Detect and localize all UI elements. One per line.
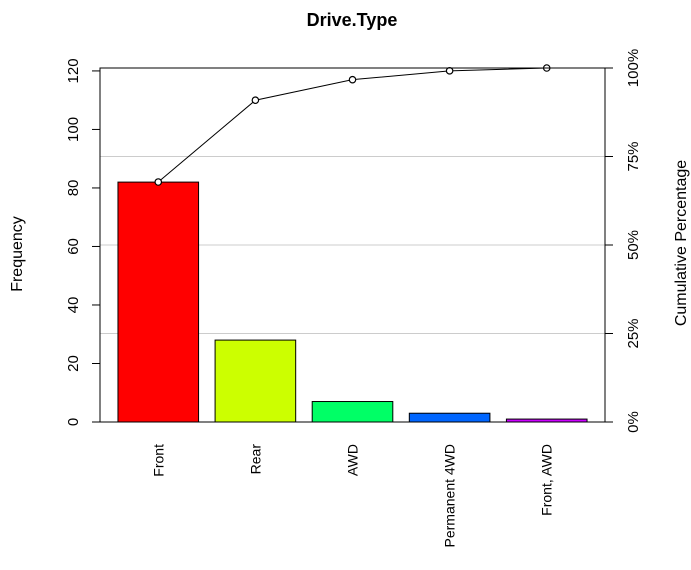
cumulative-point-3 xyxy=(445,67,454,75)
y-tick-label-2: 40 xyxy=(65,297,82,314)
left-axis: 0 20 40 60 80 100 120 xyxy=(65,58,100,426)
bar-0 xyxy=(117,181,200,423)
category-label-3: Permanent 4WD xyxy=(442,444,458,547)
bar-1 xyxy=(214,339,297,423)
y-tick-label-6: 120 xyxy=(65,58,82,83)
right-tick-label-4: 100% xyxy=(625,49,642,87)
y-axis-label-right: Cumulative Percentage xyxy=(673,160,690,326)
category-label-1: Rear xyxy=(247,444,263,475)
y-axis-label: Frequency xyxy=(9,216,26,292)
y-tick-label-1: 20 xyxy=(65,355,82,372)
cumulative-point-1 xyxy=(251,96,260,105)
y-tick-label-0: 0 xyxy=(65,418,82,426)
right-tick-label-3: 75% xyxy=(625,141,642,171)
bars xyxy=(117,181,588,423)
category-label-2: AWD xyxy=(345,444,361,476)
right-tick-label-0: 0% xyxy=(625,411,642,433)
bar-3 xyxy=(408,412,491,423)
right-axis: 0% 25% 50% 75% 100% xyxy=(605,49,642,433)
chart-title: Drive.Type xyxy=(307,10,398,30)
cumulative-polyline xyxy=(157,67,547,183)
category-label-4: Front, AWD xyxy=(539,444,555,516)
category-label-0: Front xyxy=(150,444,166,477)
cumulative-line xyxy=(154,64,551,186)
y-tick-label-3: 60 xyxy=(65,238,82,255)
right-tick-label-2: 50% xyxy=(625,230,642,260)
right-tick-label-1: 25% xyxy=(625,318,642,348)
cumulative-point-0 xyxy=(154,178,163,186)
cumulative-point-2 xyxy=(348,75,357,84)
bar-2 xyxy=(311,401,394,423)
category-labels: Front Rear AWD Permanent 4WD Front, AWD xyxy=(150,444,554,548)
y-tick-label-5: 100 xyxy=(65,117,82,142)
y-tick-label-4: 80 xyxy=(65,180,82,197)
